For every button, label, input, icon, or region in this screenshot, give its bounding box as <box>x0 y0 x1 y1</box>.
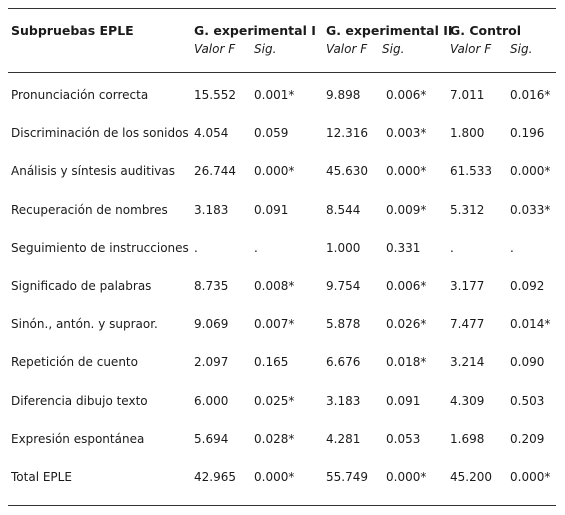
cell-valor-f: 15.552 <box>194 88 236 102</box>
subheader-valor-f-exp1: Valor F <box>194 42 236 56</box>
cell-valor-f: 3.177 <box>450 279 485 293</box>
column-header-group-exp2: G. experimental II <box>326 23 453 38</box>
cell-sig: 0.008* <box>254 279 295 293</box>
cell-valor-f: 9.898 <box>326 88 361 102</box>
table-header-rule <box>8 72 556 73</box>
cell-sig: 0.000* <box>510 470 551 484</box>
cell-valor-f: 3.214 <box>450 355 485 369</box>
subheader-sig-exp1: Sig. <box>254 42 277 56</box>
column-header-group-control: G. Control <box>450 23 522 38</box>
table-bottom-rule <box>8 505 556 506</box>
cell-sig: . <box>254 241 258 255</box>
subheader-valor-f-exp2: Valor F <box>326 42 368 56</box>
subheader-sig-control: Sig. <box>510 42 533 56</box>
cell-valor-f: 8.544 <box>326 203 361 217</box>
cell-valor-f: 5.312 <box>450 203 485 217</box>
cell-valor-f: 3.183 <box>326 394 361 408</box>
cell-sig: 0.001* <box>254 88 295 102</box>
cell-valor-f: 7.477 <box>450 317 485 331</box>
cell-sig: 0.209 <box>510 432 545 446</box>
cell-sig: 0.028* <box>254 432 295 446</box>
cell-sig: 0.003* <box>386 126 427 140</box>
cell-sig: 0.503 <box>510 394 545 408</box>
cell-valor-f: 9.069 <box>194 317 229 331</box>
row-label: Seguimiento de instrucciones <box>11 241 189 255</box>
cell-valor-f: . <box>194 241 198 255</box>
row-label: Recuperación de nombres <box>11 203 168 217</box>
cell-valor-f: 8.735 <box>194 279 229 293</box>
cell-sig: 0.014* <box>510 317 551 331</box>
cell-valor-f: 1.698 <box>450 432 485 446</box>
row-label: Pronunciación correcta <box>11 88 149 102</box>
cell-sig: 0.053 <box>386 432 421 446</box>
cell-valor-f: 1.000 <box>326 241 361 255</box>
cell-valor-f: . <box>450 241 454 255</box>
cell-valor-f: 9.754 <box>326 279 361 293</box>
cell-sig: 0.018* <box>386 355 427 369</box>
cell-sig: 0.331 <box>386 241 421 255</box>
cell-valor-f: 45.630 <box>326 164 368 178</box>
cell-valor-f: 61.533 <box>450 164 492 178</box>
cell-valor-f: 45.200 <box>450 470 492 484</box>
cell-sig: 0.000* <box>254 470 295 484</box>
cell-sig: 0.033* <box>510 203 551 217</box>
cell-valor-f: 3.183 <box>194 203 229 217</box>
cell-sig: 0.016* <box>510 88 551 102</box>
cell-sig: 0.007* <box>254 317 295 331</box>
cell-valor-f: 4.281 <box>326 432 361 446</box>
cell-valor-f: 26.744 <box>194 164 236 178</box>
cell-valor-f: 6.000 <box>194 394 229 408</box>
cell-sig: 0.196 <box>510 126 545 140</box>
table-top-rule <box>8 8 556 9</box>
row-label: Total EPLE <box>11 470 72 484</box>
cell-sig: 0.025* <box>254 394 295 408</box>
cell-valor-f: 12.316 <box>326 126 368 140</box>
cell-sig: 0.006* <box>386 88 427 102</box>
cell-sig: 0.092 <box>510 279 545 293</box>
cell-sig: 0.000* <box>386 164 427 178</box>
cell-sig: 0.006* <box>386 279 427 293</box>
cell-sig: 0.000* <box>510 164 551 178</box>
row-label: Expresión espontánea <box>11 432 145 446</box>
cell-valor-f: 1.800 <box>450 126 485 140</box>
column-header-subpruebas: Subpruebas EPLE <box>11 23 134 38</box>
row-label: Repetición de cuento <box>11 355 138 369</box>
cell-valor-f: 7.011 <box>450 88 485 102</box>
cell-valor-f: 2.097 <box>194 355 229 369</box>
cell-valor-f: 42.965 <box>194 470 236 484</box>
row-label: Análisis y síntesis auditivas <box>11 164 175 178</box>
row-label: Sinón., antón. y supraor. <box>11 317 158 331</box>
cell-sig: . <box>510 241 514 255</box>
row-label: Diferencia dibujo texto <box>11 394 148 408</box>
cell-valor-f: 55.749 <box>326 470 368 484</box>
cell-sig: 0.059 <box>254 126 289 140</box>
subheader-sig-exp2: Sig. <box>382 42 405 56</box>
row-label: Significado de palabras <box>11 279 152 293</box>
cell-valor-f: 4.309 <box>450 394 485 408</box>
cell-valor-f: 4.054 <box>194 126 229 140</box>
cell-sig: 0.091 <box>254 203 289 217</box>
cell-valor-f: 5.694 <box>194 432 229 446</box>
cell-sig: 0.091 <box>386 394 421 408</box>
cell-sig: 0.000* <box>386 470 427 484</box>
subheader-valor-f-control: Valor F <box>450 42 492 56</box>
cell-sig: 0.009* <box>386 203 427 217</box>
cell-valor-f: 5.878 <box>326 317 361 331</box>
cell-sig: 0.165 <box>254 355 289 369</box>
row-label: Discriminación de los sonidos <box>11 126 189 140</box>
cell-sig: 0.090 <box>510 355 545 369</box>
cell-valor-f: 6.676 <box>326 355 361 369</box>
cell-sig: 0.000* <box>254 164 295 178</box>
column-header-group-exp1: G. experimental I <box>194 23 316 38</box>
cell-sig: 0.026* <box>386 317 427 331</box>
